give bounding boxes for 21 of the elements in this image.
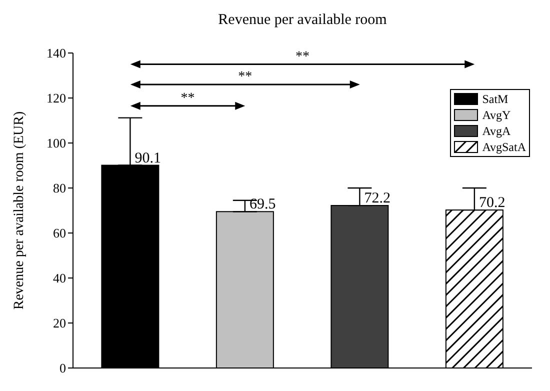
y-tick-label: 80: [53, 180, 66, 196]
y-tick-label: 140: [46, 46, 66, 61]
data-label: 70.2: [478, 195, 506, 212]
y-tick-label: 60: [53, 226, 66, 241]
data-label: 69.5: [249, 196, 276, 213]
annotation: **: [296, 49, 310, 64]
annotation: **: [238, 70, 252, 84]
y-tick-label: 20: [53, 316, 66, 331]
data-label: 72.2: [364, 190, 390, 207]
annotation: **: [180, 90, 195, 106]
y-tick-label: 0: [60, 360, 66, 376]
chart-title: Revenue per available room: [217, 12, 388, 29]
y-tick-label: 40: [53, 270, 66, 286]
legend-label: AvgA: [482, 124, 511, 138]
legend-label: SatM: [482, 92, 508, 106]
y-tick-label: 120: [46, 90, 66, 106]
data-label: 90.1: [134, 150, 161, 166]
y-axis-title: Revenue per available room (EUR): [12, 111, 27, 310]
legend-label: AvgY: [482, 108, 511, 122]
legend-label: AvgSatA: [482, 140, 526, 154]
y-tick-label: 100: [46, 136, 66, 151]
